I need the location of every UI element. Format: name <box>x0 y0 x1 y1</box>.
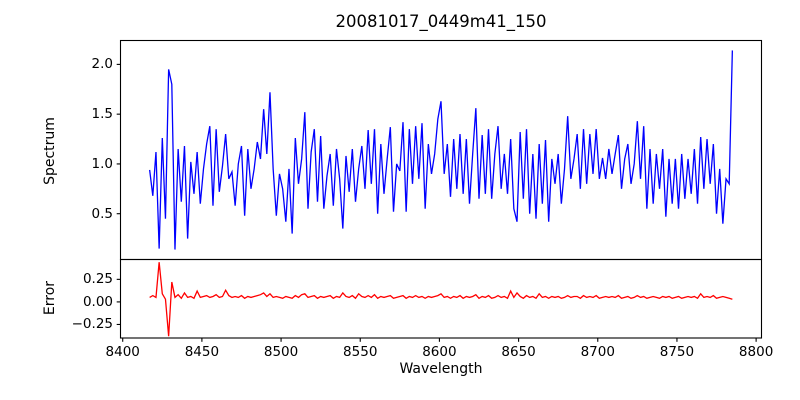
error-y-tick-label: −0.25 <box>71 316 113 333</box>
x-tick-label: 8550 <box>343 344 378 360</box>
error-y-tick-label: 0.25 <box>82 271 113 288</box>
x-tick-label: 8400 <box>105 344 140 360</box>
x-tick-label: 8600 <box>422 344 457 360</box>
spectrum-y-tick-label: 2.0 <box>91 56 113 73</box>
spectrum-line <box>148 50 734 250</box>
error-axes-frame <box>119 258 763 339</box>
spectrum-y-tick-label: 1.5 <box>91 106 113 123</box>
x-tick-label: 8750 <box>659 344 695 360</box>
x-tick-label: 8700 <box>580 344 615 360</box>
chart-title: 20081017_0449m41_150 <box>335 12 547 31</box>
x-tick-label: 8500 <box>263 344 299 360</box>
error-y-tick-label: 0.00 <box>82 293 113 310</box>
spectrum-y-tick-label: 1.0 <box>91 155 113 172</box>
x-tick-label: 8800 <box>738 344 774 360</box>
error-line <box>149 262 733 337</box>
x-axis-label: Wavelength <box>399 361 483 377</box>
spectrum-y-tick-label: 0.5 <box>91 205 113 222</box>
x-tick-label: 8450 <box>184 344 220 360</box>
x-tick-label: 8650 <box>501 344 536 360</box>
